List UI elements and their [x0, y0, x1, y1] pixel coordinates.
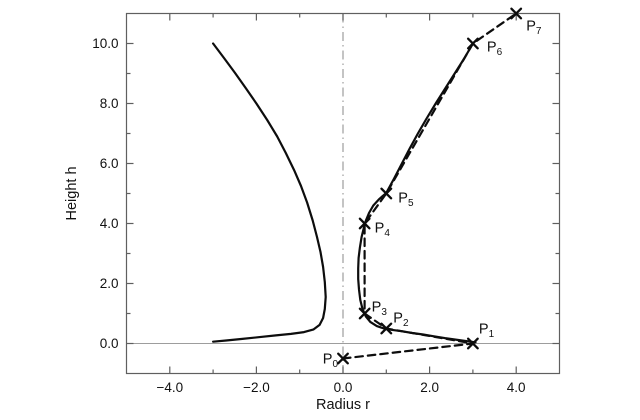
point-label-main: P [372, 300, 382, 316]
tick-labels-layer: −4.0 −2.0 0.0 2.0 4.0 0.0 2.0 4.0 6.0 8.0 10.0 [92, 36, 525, 395]
point-label-subscript: 2 [403, 318, 409, 329]
point-label: P0 [323, 352, 339, 371]
x-marker [466, 337, 479, 350]
point-label-main: P [398, 191, 408, 207]
x-marker [358, 307, 371, 320]
y-axis-title: Height h [64, 166, 80, 220]
y-tick-label: 8.0 [100, 96, 119, 111]
x-tick-label: 4.0 [507, 380, 526, 395]
point-label: P6 [487, 40, 503, 59]
x-marker [358, 217, 371, 230]
y-tick-label: 10.0 [92, 36, 118, 51]
y-tick-label: 6.0 [100, 156, 119, 171]
point-label: P4 [375, 221, 391, 240]
point-label: P1 [479, 322, 495, 341]
x-tick-label: 2.0 [420, 380, 439, 395]
point-label: P3 [372, 300, 388, 319]
x-marker [466, 37, 479, 50]
point-label-main: P [393, 311, 403, 327]
point-label: P7 [526, 19, 542, 38]
point-label-subscript: 6 [497, 47, 503, 58]
point-label-main: P [487, 40, 497, 56]
point-label: P2 [393, 311, 409, 330]
point-label-subscript: 7 [536, 26, 542, 37]
point-label-subscript: 0 [332, 359, 338, 370]
control-polygon-dashed [341, 12, 518, 360]
solution-curve-right [357, 42, 477, 344]
point-label-main: P [375, 221, 385, 237]
x-tick-label: 0.0 [334, 380, 353, 395]
y-tick-label: 2.0 [100, 276, 119, 291]
point-label-subscript: 5 [408, 198, 414, 209]
point-label-main: P [526, 19, 536, 35]
x-tick-label: −2.0 [243, 380, 270, 395]
x-marker [337, 352, 349, 365]
x-tick-label: −4.0 [156, 380, 183, 395]
x-axis-title: Radius r [316, 397, 370, 413]
x-marker [380, 187, 393, 200]
reference-lines-layer [126, 13, 560, 374]
solution-curve-left [212, 42, 327, 343]
point-label-subscript: 3 [381, 307, 387, 318]
point-label-main: P [479, 322, 489, 338]
y-tick-label: 4.0 [100, 216, 119, 231]
x-marker [380, 322, 393, 335]
point-label-main: P [323, 352, 333, 368]
data-series-layer [212, 12, 518, 360]
point-label-subscript: 1 [489, 329, 495, 340]
point-label: P5 [398, 191, 414, 210]
x-marker [510, 7, 523, 20]
y-tick-label: 0.0 [100, 336, 119, 351]
point-markers-layer [337, 7, 523, 365]
point-label-subscript: 4 [384, 228, 390, 239]
